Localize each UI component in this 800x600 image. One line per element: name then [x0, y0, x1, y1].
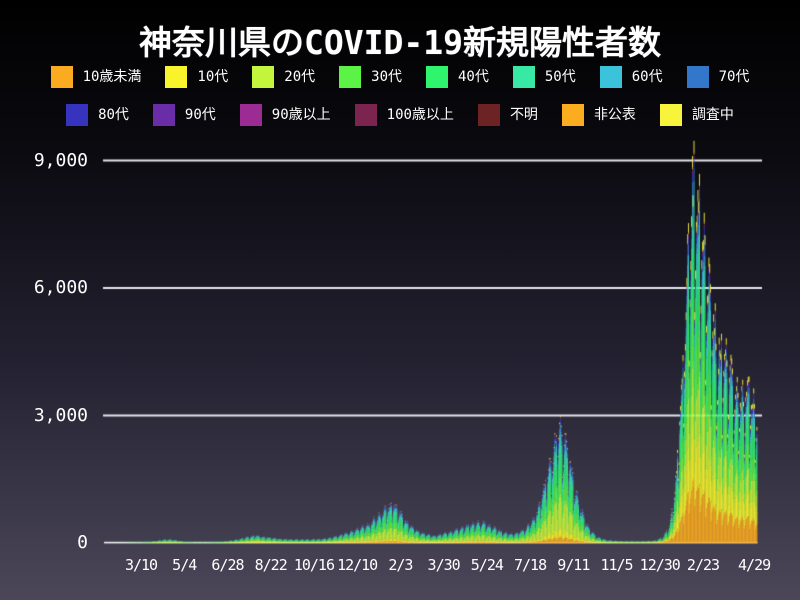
- legend-swatch: [659, 104, 682, 126]
- legend-label: 非公表: [593, 107, 636, 123]
- x-axis-tick-label: 5/24: [470, 556, 504, 574]
- legend-item: 30代: [339, 66, 402, 88]
- legend-label: 30代: [371, 69, 402, 85]
- x-axis-tick-label: 5/4: [172, 556, 197, 574]
- legend-label: 調査中: [691, 107, 734, 123]
- legend-swatch: [426, 66, 448, 88]
- legend-item: 90代: [152, 104, 216, 126]
- legend-label: 20代: [284, 69, 316, 85]
- y-axis-tick-label: 6,000: [33, 277, 88, 298]
- legend-swatch: [512, 66, 535, 88]
- x-axis-tick-label: 12/10: [337, 556, 378, 574]
- legend-swatch: [165, 66, 188, 88]
- legend-row-2: 80代 90代 90歳以上 100歳以上 不明 非公表 調査中: [0, 104, 800, 126]
- legend-swatch: [152, 104, 175, 126]
- legend-item: 10歳未満: [50, 66, 142, 88]
- x-axis-tick-label: 9/11: [557, 556, 590, 574]
- legend-item: 70代: [686, 66, 750, 88]
- y-axis-tick-label: 0: [77, 532, 88, 553]
- x-axis-tick-label: 7/18: [514, 556, 547, 574]
- legend-label: 90歳以上: [271, 107, 331, 123]
- legend-swatch: [239, 104, 262, 126]
- legend-swatch: [354, 104, 377, 126]
- legend-swatch: [561, 104, 584, 126]
- legend-swatch: [686, 66, 709, 88]
- legend-label: 不明: [509, 107, 538, 123]
- legend-item: 50代: [512, 66, 576, 88]
- x-axis-tick-label: 3/10: [124, 556, 158, 574]
- x-axis-tick-label: 6/28: [211, 556, 244, 574]
- legend-swatch: [252, 66, 275, 88]
- legend-label: 10代: [197, 69, 229, 85]
- legend-item: 80代: [66, 104, 129, 126]
- legend-label: 10歳未満: [82, 69, 142, 85]
- legend-row-1: 10歳未満 10代 20代 30代 40代 50代 60代 70代: [0, 66, 800, 88]
- legend-item: 20代: [252, 66, 315, 88]
- legend-swatch: [599, 66, 622, 88]
- legend-label: 80代: [98, 107, 129, 123]
- legend-swatch: [477, 104, 500, 126]
- y-axis-tick-label: 3,000: [33, 404, 88, 426]
- x-axis-tick-label: 11/5: [600, 556, 633, 574]
- legend-label: 40代: [458, 69, 489, 85]
- legend-item: 10代: [165, 66, 228, 88]
- legend-item: 90歳以上: [239, 104, 331, 126]
- x-axis-tick-label: 12/30: [639, 556, 681, 574]
- y-axis-tick-label: 9,000: [33, 149, 88, 171]
- x-axis-tick-label: 4/29: [738, 556, 771, 574]
- legend-item: 40代: [426, 66, 489, 88]
- legend-label: 100歳以上: [386, 107, 454, 123]
- legend-swatch: [50, 66, 73, 88]
- x-axis-tick-label: 3/30: [427, 556, 461, 574]
- chart-title: 神奈川県のCOVID-19新規陽性者数: [139, 23, 661, 62]
- legend-swatch: [66, 104, 89, 126]
- x-axis-tick-label: 2/23: [686, 556, 720, 574]
- legend-item: 不明: [477, 104, 538, 126]
- legend-item: 60代: [599, 66, 663, 88]
- legend-label: 70代: [718, 69, 750, 85]
- legend-item: 100歳以上: [354, 104, 454, 126]
- legend-label: 50代: [544, 69, 576, 85]
- legend-label: 60代: [631, 69, 663, 85]
- legend-item: 調査中: [659, 104, 734, 126]
- x-axis-tick-label: 2/3: [388, 556, 413, 574]
- legend-label: 90代: [184, 107, 216, 123]
- x-axis-tick-label: 8/22: [254, 556, 288, 574]
- legend-swatch: [339, 66, 362, 88]
- x-axis-tick-label: 10/16: [293, 556, 335, 574]
- legend-item: 非公表: [561, 104, 636, 126]
